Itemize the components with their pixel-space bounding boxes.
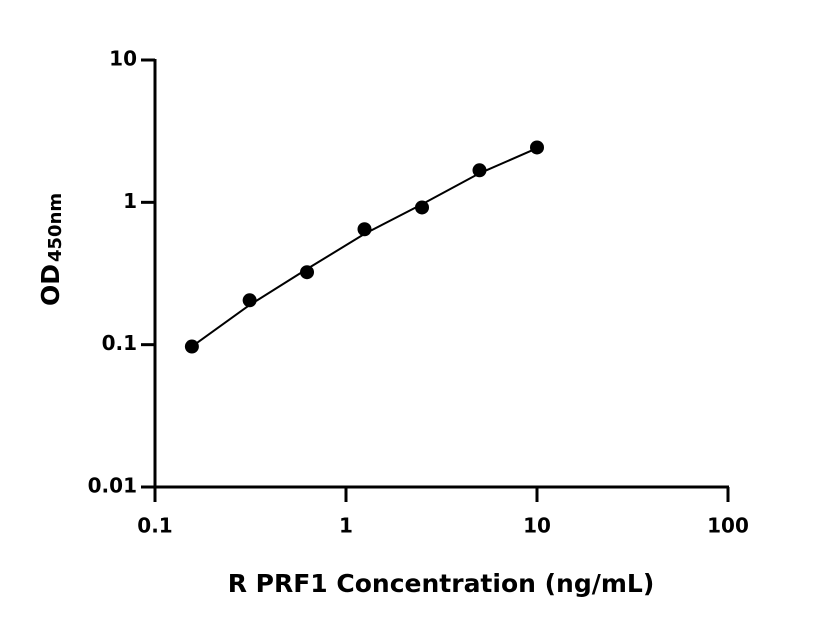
- x-tick-label: 100: [707, 514, 749, 538]
- y-tick-label: 10: [109, 47, 137, 71]
- data-point: [530, 140, 544, 155]
- data-point: [472, 163, 487, 178]
- x-axis-title: R PRF1 Concentration (ng/mL): [228, 569, 655, 598]
- data-point: [300, 265, 315, 280]
- y-tick-label: 0.1: [102, 331, 137, 355]
- y-tick-label: 0.01: [88, 474, 137, 498]
- y-tick-label: 1: [123, 189, 137, 213]
- data-point: [357, 222, 372, 237]
- x-tick-label: 0.1: [137, 514, 172, 538]
- data-point: [184, 339, 199, 354]
- x-tick-label: 10: [523, 514, 551, 538]
- fit-curve: [191, 147, 538, 348]
- x-tick-label: 1: [339, 514, 353, 538]
- data-point: [242, 293, 257, 308]
- data-point: [415, 200, 430, 215]
- y-axis-title-sub: 450nm: [45, 193, 66, 262]
- y-axis-title-main: OD: [36, 264, 65, 306]
- y-axis-title: OD 450nm: [36, 193, 66, 306]
